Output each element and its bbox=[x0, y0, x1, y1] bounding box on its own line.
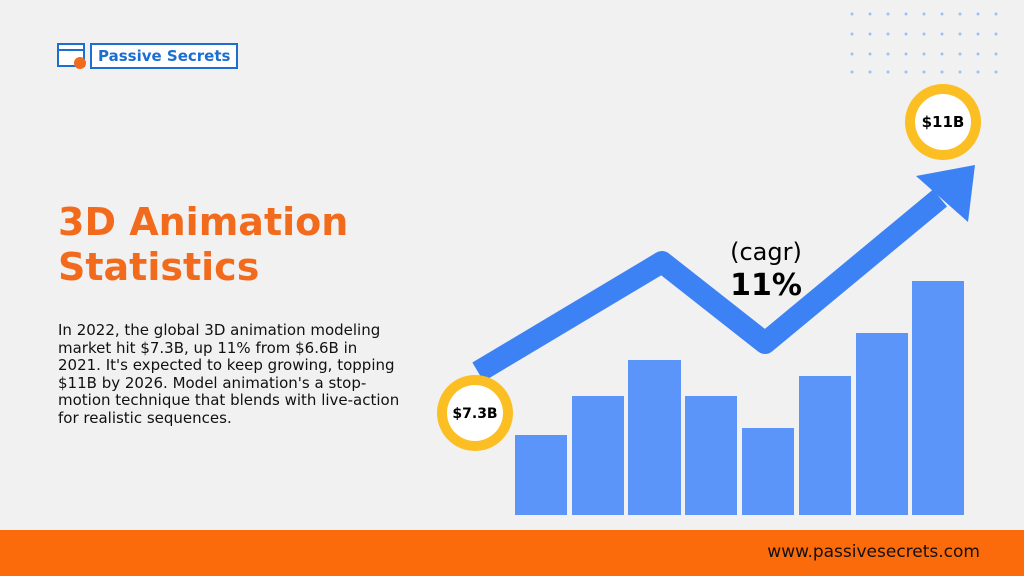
start-badge: $7.3B bbox=[452, 406, 497, 422]
paragraph: In 2022, the global 3D animation modelin… bbox=[58, 321, 400, 427]
logo: Passive Secrets bbox=[90, 43, 239, 69]
website: www.passivesecrets.com bbox=[767, 542, 980, 562]
badge bbox=[447, 385, 503, 441]
end-badge: $11B bbox=[922, 113, 965, 131]
dot-grid bbox=[850, 12, 998, 74]
title: 3D Animation bbox=[58, 200, 349, 244]
title: Statistics bbox=[58, 245, 260, 289]
trend-arrow bbox=[472, 189, 948, 382]
logo-icon bbox=[57, 43, 86, 69]
footer: www.passivesecrets.com bbox=[0, 530, 1024, 576]
decorative-bars bbox=[515, 281, 964, 515]
cagr-label: (cagr) bbox=[730, 238, 802, 266]
cagr-value: 11% bbox=[730, 268, 802, 303]
graphic: $7.3B $11B (cagr) 11% bbox=[57, 12, 998, 515]
badge bbox=[915, 94, 971, 150]
arrow-head bbox=[916, 165, 975, 222]
